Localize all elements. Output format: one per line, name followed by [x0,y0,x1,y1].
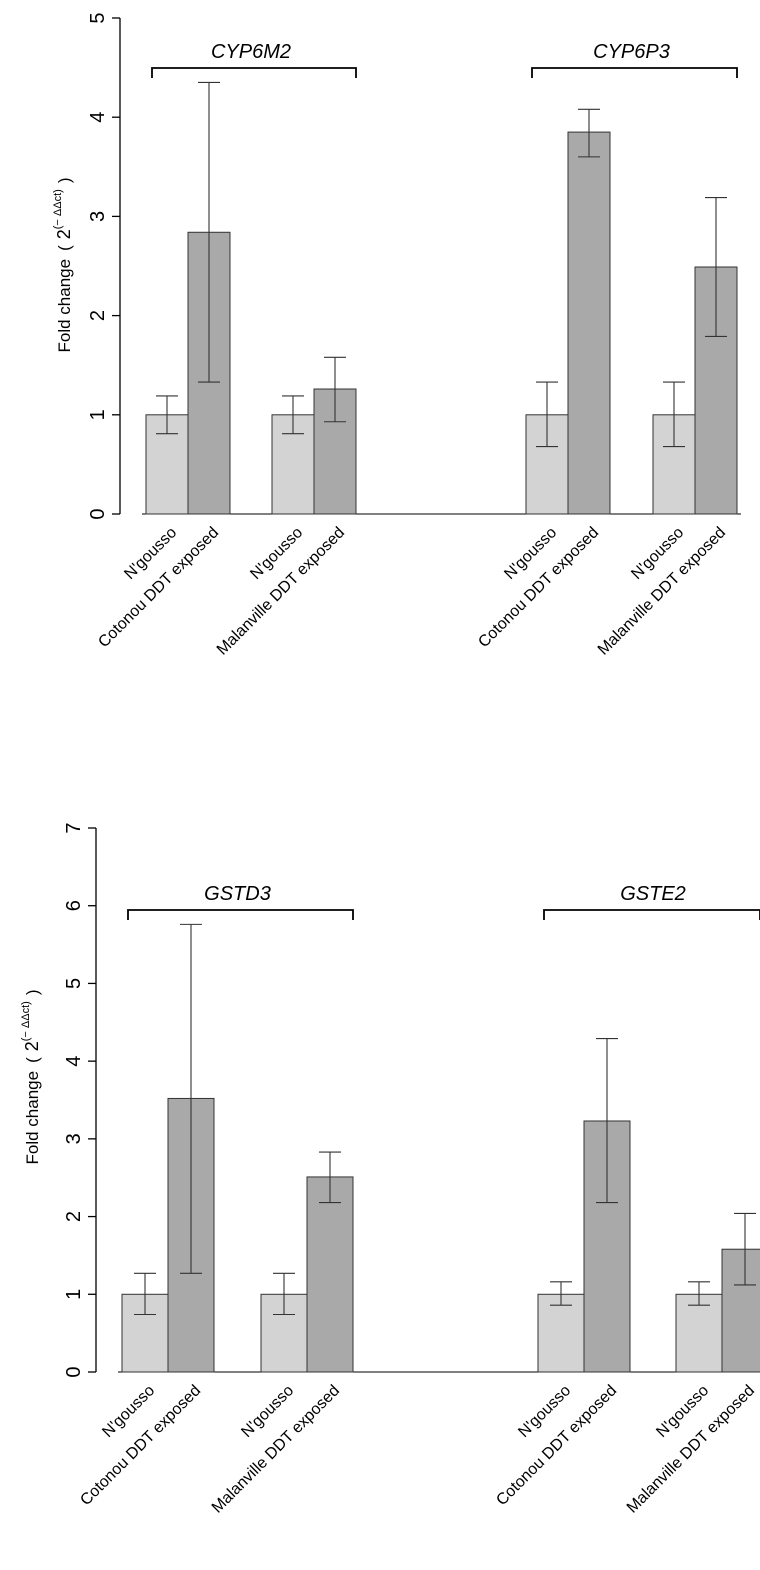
y-tick-label: 1 [87,409,109,420]
gene-label: CYP6P3 [593,41,670,63]
y-tick-label: 5 [87,12,109,23]
gene-bracket [127,909,354,920]
y-tick-label: 2 [87,310,109,321]
bar-control [675,1293,723,1373]
y-axis-label-base: 2 [54,229,74,239]
gene-label: GSTE2 [620,883,686,905]
y-tick-label: 4 [63,1056,85,1067]
bar-control [537,1293,585,1373]
y-tick-label: 0 [87,508,109,519]
y-tick-label: 4 [87,112,109,123]
gene-bracket [531,67,738,78]
y-axis-label-text: Fold change [23,1071,42,1165]
gene-bracket [543,909,760,920]
y-axis-label-text: Fold change [55,259,74,353]
y-axis-label-paren: ( [23,1057,42,1063]
y-axis-label-paren: ) [55,178,74,184]
y-axis-label-base: 2 [22,1041,42,1051]
y-axis-label-exponent: (− ΔΔct) [52,189,64,229]
bar-exposed [306,1176,354,1373]
gene-label: CYP6M2 [211,41,291,63]
gene-bracket [151,67,357,78]
y-tick-label: 3 [63,1133,85,1144]
y-tick-label: 7 [63,822,85,833]
y-axis-label-exponent: (− ΔΔct) [20,1001,32,1041]
y-tick-label: 6 [63,900,85,911]
y-tick-label: 2 [63,1211,85,1222]
gene-label: GSTD3 [204,883,271,905]
y-axis-label: Fold change (2(− ΔΔct)) [20,990,42,1165]
y-tick-label: 1 [63,1289,85,1300]
y-axis-label-paren: ) [23,990,42,996]
y-tick-label: 5 [63,978,85,989]
y-axis-label-paren: ( [55,245,74,251]
bar-exposed [721,1248,760,1373]
y-tick-label: 3 [87,211,109,222]
y-tick-label: 0 [63,1366,85,1377]
bar-exposed [567,131,611,515]
y-axis-label: Fold change (2(− ΔΔct)) [52,178,74,353]
